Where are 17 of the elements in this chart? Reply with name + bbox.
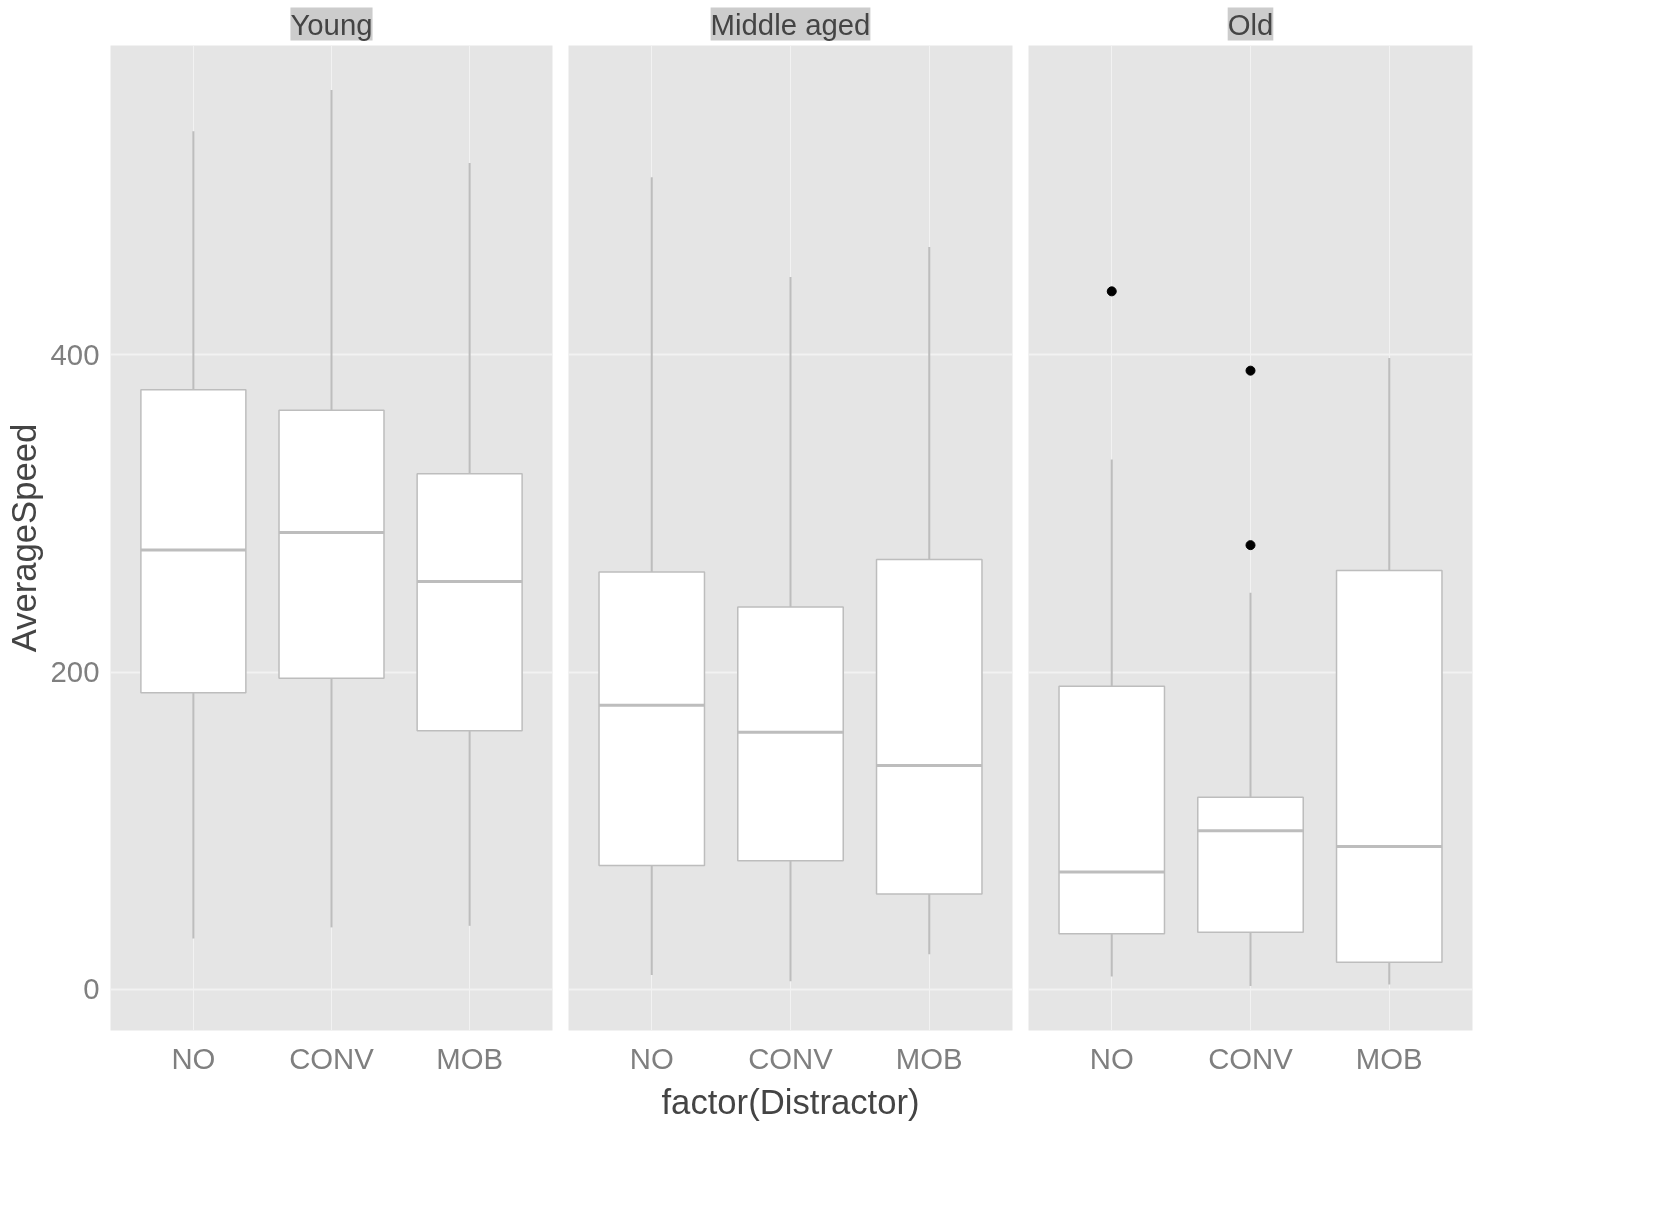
x-tick-label: MOB xyxy=(895,1041,963,1075)
chart-title: Young xyxy=(290,7,373,41)
chart-title: Old xyxy=(1227,7,1274,41)
x-tick-label: NO xyxy=(1089,1041,1134,1075)
x-axis-title: factor(Distractor) xyxy=(661,1082,920,1121)
y-tick-label: 400 xyxy=(50,337,100,371)
chart-title: Middle aged xyxy=(710,7,871,41)
y-tick-label: 200 xyxy=(50,655,100,689)
y-axis-title: AverageSpeed xyxy=(4,423,43,653)
x-tick-label: MOB xyxy=(1355,1041,1423,1075)
x-tick-label: CONV xyxy=(289,1041,375,1075)
y-tick-label: 0 xyxy=(83,972,100,1006)
x-tick-label: NO xyxy=(171,1041,216,1075)
x-tick-label: CONV xyxy=(748,1041,834,1075)
x-tick-label: CONV xyxy=(1208,1041,1294,1075)
x-tick-label: MOB xyxy=(436,1041,504,1075)
x-tick-label: NO xyxy=(629,1041,674,1075)
